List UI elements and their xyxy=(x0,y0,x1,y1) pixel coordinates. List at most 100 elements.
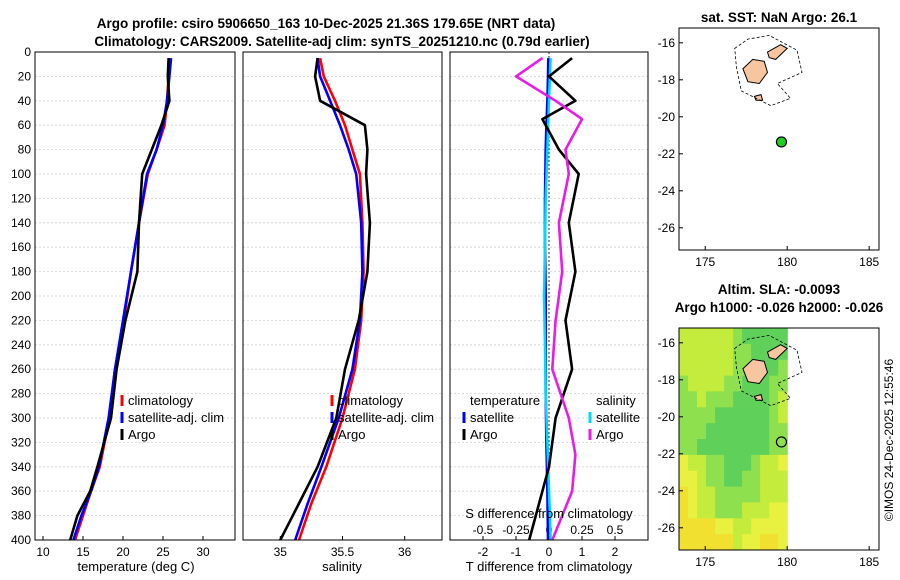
sla-cell xyxy=(706,328,716,345)
sla-cell xyxy=(760,343,770,361)
x-tick-label: 175 xyxy=(695,255,715,269)
series-s-satellite xyxy=(542,58,552,541)
axes-frame xyxy=(449,51,649,541)
sla-cell xyxy=(679,391,689,408)
sla-cell xyxy=(733,343,743,361)
y-tick-label: 160 xyxy=(11,240,31,254)
series-climatology xyxy=(73,58,171,541)
sla-cell xyxy=(742,407,752,424)
salinity-legend: climatology satellite-adj. clim Argo xyxy=(330,393,434,442)
y-tick-label: 20 xyxy=(18,69,32,83)
sla-cell xyxy=(706,423,716,440)
sla-cell xyxy=(697,439,707,456)
sla-cell xyxy=(742,534,752,550)
sla-cell xyxy=(733,439,743,456)
sla-cell xyxy=(760,375,770,393)
sla-cell xyxy=(751,518,761,535)
x-tick-label: 0 xyxy=(546,545,553,559)
sla-cell xyxy=(733,391,743,408)
difference-xlabel: T difference from climatology xyxy=(466,559,633,574)
sla-cell xyxy=(697,502,707,519)
sla-cell xyxy=(688,502,698,519)
series-climatology xyxy=(297,57,365,541)
sla-cell xyxy=(715,534,725,550)
sla-cell xyxy=(697,470,707,488)
y-tick-label: -16 xyxy=(658,36,676,50)
y-tick-label: 380 xyxy=(11,509,31,523)
sla-cell xyxy=(688,470,698,488)
sla-cell xyxy=(769,391,779,408)
sla-cell xyxy=(778,486,788,504)
sla-cell xyxy=(724,423,734,440)
y-tick-label: 220 xyxy=(11,313,31,327)
sla-cell xyxy=(733,375,743,393)
sla-cell xyxy=(715,328,725,345)
timestamp-label: ©IMOS 24-Dec-2025 12:55:46 xyxy=(882,359,896,522)
island-shape xyxy=(766,44,789,60)
y-tick-label: 260 xyxy=(11,362,31,376)
sla-cell xyxy=(715,518,725,535)
sla-cell xyxy=(679,343,689,361)
sla-cell xyxy=(724,407,734,424)
sla-cell xyxy=(715,470,725,488)
y-tick-label: 0 xyxy=(24,45,31,59)
sla-cell xyxy=(769,423,779,440)
sla-cell xyxy=(760,486,770,504)
sla-cell xyxy=(751,534,761,550)
sla-cell xyxy=(724,328,734,345)
island-shape xyxy=(742,58,769,85)
sla-cell xyxy=(679,518,689,535)
axes-frame xyxy=(34,51,236,541)
sla-cell xyxy=(760,518,770,535)
y-tick-label: -18 xyxy=(658,373,676,387)
sla-cell xyxy=(679,486,689,504)
x-tick-label: 20 xyxy=(116,545,130,559)
legend-label-argo: Argo xyxy=(128,427,155,442)
sla-cell xyxy=(679,470,689,488)
sla-cell xyxy=(778,470,788,488)
legend-group-temperature: temperature xyxy=(470,393,540,408)
x-tick-label: 25 xyxy=(156,545,170,559)
sla-cell xyxy=(742,518,752,535)
x-tick-label: 15 xyxy=(76,545,90,559)
sla-cell xyxy=(724,470,734,488)
sla-cell xyxy=(742,502,752,519)
sla-cell xyxy=(688,454,698,472)
sla-cell xyxy=(769,359,779,377)
sla-cell xyxy=(706,470,716,488)
sla-cell xyxy=(778,502,788,519)
sla-cell xyxy=(679,359,689,377)
x-tick-label: 36 xyxy=(398,545,412,559)
difference-panel: -2 -1 0 1 2-0.5 -0.25 0 0.25 0.5 xyxy=(449,51,649,559)
legend-label-climatology: climatology xyxy=(338,393,404,408)
sla-cell xyxy=(706,375,716,393)
sla-cell xyxy=(778,423,788,440)
sla-cell xyxy=(733,470,743,488)
sla-cell xyxy=(742,454,752,472)
sla-cell xyxy=(706,439,716,456)
y-tick-label: -20 xyxy=(658,110,676,124)
sla-cell xyxy=(697,359,707,377)
sla-cell xyxy=(769,407,779,424)
sla-cell xyxy=(688,407,698,424)
sla-cell xyxy=(769,439,779,456)
x-tick-label: 1 xyxy=(579,545,586,559)
legend-label-climatology: climatology xyxy=(128,393,194,408)
difference-top-label: S difference from climatology xyxy=(465,506,633,521)
sla-cell xyxy=(724,439,734,456)
y-tick-label: 280 xyxy=(11,387,31,401)
sla-cell xyxy=(742,391,752,408)
sla-cell xyxy=(715,359,725,377)
sla-cell xyxy=(742,439,752,456)
axes-frame xyxy=(242,51,443,541)
y-tick-label: -16 xyxy=(658,336,676,350)
series-argo xyxy=(68,58,171,541)
sla-cell xyxy=(715,502,725,519)
y-tick-label: -22 xyxy=(658,447,676,461)
sla-cell xyxy=(769,502,779,519)
reef-outline xyxy=(734,34,803,107)
legend-label-s-argo: Argo xyxy=(596,427,623,442)
sla-cell xyxy=(679,423,689,440)
temperature-xlabel: temperature (deg C) xyxy=(77,559,194,574)
